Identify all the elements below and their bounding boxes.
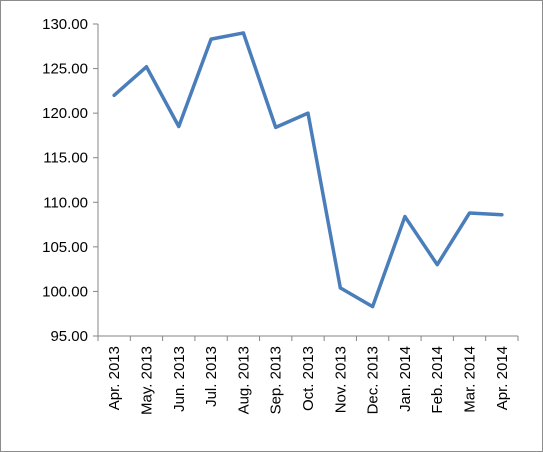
x-tick-label: Apr. 2013: [106, 346, 123, 410]
x-tick-label: Sep. 2013: [268, 346, 285, 414]
y-tick-label: 105.00: [42, 239, 88, 256]
x-tick-label: Dec. 2013: [365, 346, 382, 414]
axes: [97, 24, 518, 337]
data-point: [241, 31, 245, 35]
data-point: [144, 65, 148, 69]
data-point: [403, 215, 407, 219]
y-axis-ticks: 95.00 100.00 105.00 110.00 115.00 120.00 125.0…: [42, 16, 98, 345]
x-tick-label: Mar. 2014: [462, 346, 479, 413]
x-tick-label: Jan. 2014: [397, 346, 414, 412]
x-tick-label: Feb. 2014: [429, 346, 446, 414]
data-point: [435, 263, 439, 267]
y-tick-label: 115.00: [43, 150, 88, 167]
x-tick-label: Apr. 2014: [494, 346, 511, 410]
series-line: [112, 31, 504, 309]
data-point: [338, 286, 342, 290]
x-tick-label: Nov. 2013: [332, 346, 349, 413]
y-tick-label: 95.00: [50, 328, 88, 345]
x-tick-label: Aug. 2013: [235, 346, 252, 414]
x-tick-label: Jul. 2013: [203, 346, 220, 407]
x-tick-label: Oct. 2013: [300, 346, 317, 411]
data-point: [371, 305, 375, 309]
series-layer: [112, 31, 504, 309]
x-tick-label: Jun. 2013: [171, 346, 188, 412]
data-point: [306, 111, 310, 115]
y-tick-label: 120.00: [42, 105, 88, 122]
data-point: [468, 211, 472, 215]
y-tick-label: 110.00: [43, 194, 88, 211]
data-point: [177, 125, 181, 129]
x-axis-ticks: Apr. 2013 May. 2013 Jun. 2013 Jul. 2013 Aug.…: [97, 336, 519, 415]
y-tick-label: 130.00: [42, 16, 88, 33]
data-point: [274, 125, 278, 129]
y-tick-label: 100.00: [42, 283, 88, 300]
data-point: [209, 37, 213, 41]
data-point: [112, 93, 116, 97]
y-tick-label: 125.00: [42, 61, 88, 78]
data-point: [500, 213, 504, 217]
x-tick-label: May. 2013: [138, 346, 155, 415]
